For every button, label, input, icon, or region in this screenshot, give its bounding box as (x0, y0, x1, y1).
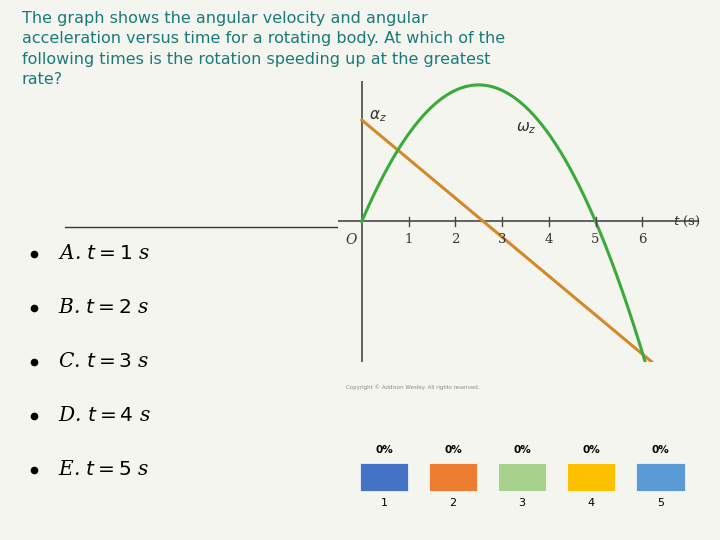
Text: 0%: 0% (582, 444, 600, 455)
Text: The graph shows the angular velocity and angular
acceleration versus time for a : The graph shows the angular velocity and… (22, 11, 505, 87)
Text: D. $t = 4$ s: D. $t = 4$ s (58, 406, 150, 426)
Text: C. $t = 3$ s: C. $t = 3$ s (58, 352, 150, 372)
Text: Copyright © Addison Wesley. All rights reserved.: Copyright © Addison Wesley. All rights r… (346, 384, 479, 390)
Text: 5: 5 (657, 498, 664, 508)
Text: 0%: 0% (375, 444, 393, 455)
Text: 6: 6 (638, 233, 647, 246)
Text: $t$ (s): $t$ (s) (672, 214, 700, 229)
Text: $\alpha_z$: $\alpha_z$ (369, 108, 387, 124)
Text: 0%: 0% (652, 444, 670, 455)
FancyBboxPatch shape (498, 463, 546, 490)
Text: 1: 1 (405, 233, 413, 246)
Text: 2: 2 (449, 498, 456, 508)
FancyBboxPatch shape (567, 463, 616, 490)
FancyBboxPatch shape (360, 463, 408, 490)
Text: 1: 1 (380, 498, 387, 508)
Text: 3: 3 (518, 498, 526, 508)
Text: 0%: 0% (513, 444, 531, 455)
Text: 2: 2 (451, 233, 459, 246)
Text: 4: 4 (588, 498, 595, 508)
Text: 5: 5 (591, 233, 600, 246)
Text: E. $t = 5$ s: E. $t = 5$ s (58, 460, 149, 480)
Text: 3: 3 (498, 233, 506, 246)
Text: B. $t = 2$ s: B. $t = 2$ s (58, 298, 149, 318)
Text: O: O (346, 233, 357, 247)
Text: 4: 4 (544, 233, 553, 246)
Text: $\omega_z$: $\omega_z$ (516, 120, 536, 136)
FancyBboxPatch shape (636, 463, 685, 490)
Text: A. $t = 1$ s: A. $t = 1$ s (58, 244, 150, 264)
FancyBboxPatch shape (429, 463, 477, 490)
Text: 0%: 0% (444, 444, 462, 455)
